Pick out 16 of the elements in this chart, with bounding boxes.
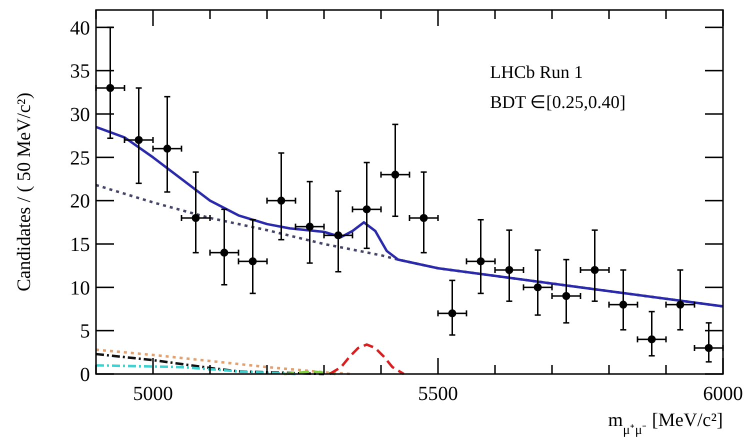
y-axis-title: Candidates / ( 50 MeV/c²)	[14, 92, 35, 292]
annotation: LHCb Run 1	[490, 62, 584, 82]
y-tick-label: 40	[70, 17, 90, 40]
y-tick-label: 35	[70, 60, 90, 83]
y-tick-label: 15	[70, 234, 90, 256]
y-tick-label: 30	[70, 104, 90, 126]
y-tick-label: 10	[70, 277, 90, 300]
x-tick-label: 5500	[418, 383, 458, 405]
x-axis-title: m$_{μ⁺μ⁻}$ [MeV/c²]	[608, 410, 723, 436]
x-tick-label: 5000	[133, 383, 173, 405]
y-tick-label: 0	[80, 364, 90, 386]
y-tick-label: 25	[70, 147, 90, 170]
annotation: BDT ∈[0.25,0.40]	[490, 92, 626, 112]
y-tick-label: 20	[70, 190, 90, 213]
y-tick-label: 5	[80, 320, 90, 343]
x-tick-label: 6000	[703, 383, 743, 405]
